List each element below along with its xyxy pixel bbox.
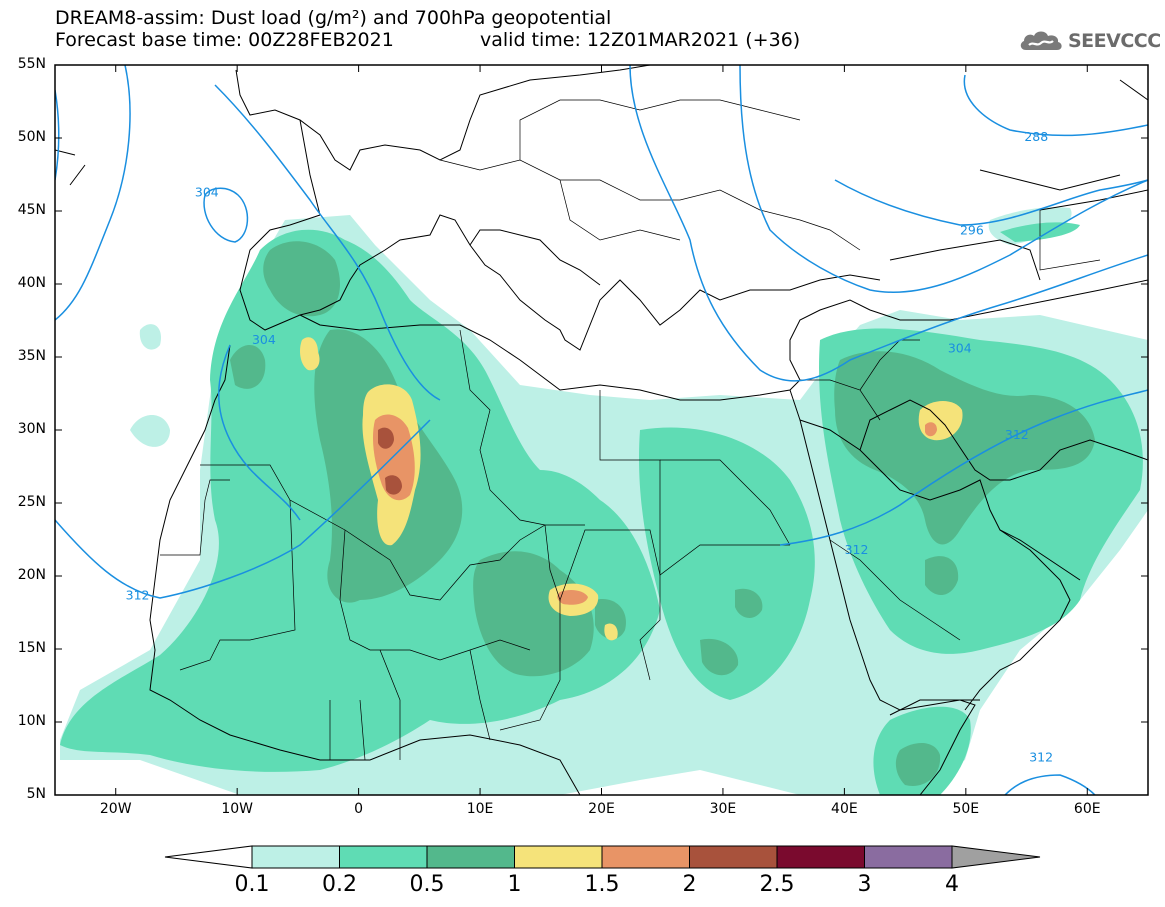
- lon-tick-label: 20W: [99, 801, 132, 817]
- valid-time: valid time: 12Z01MAR2021 (+36): [480, 29, 801, 51]
- dust-level-2: [378, 427, 402, 495]
- map-title: DREAM8-assim: Dust load (g/m²) and 700hP…: [55, 7, 612, 29]
- contour-label: 288: [1024, 129, 1048, 144]
- coastlines: [55, 65, 1148, 795]
- colorbar-high-arrow: [951, 845, 1041, 869]
- colorbar-swatch: [776, 845, 865, 869]
- lon-tick-label: 50E: [952, 801, 980, 817]
- contour-label: 312: [1005, 427, 1029, 442]
- colorbar: [164, 845, 1041, 869]
- lon-tick-label: 60E: [1073, 801, 1101, 817]
- lon-tick-label: 20E: [588, 801, 615, 817]
- lon-tick-label: 40E: [831, 801, 858, 817]
- colorbar-swatch: [514, 845, 603, 869]
- lat-tick-label: 15N: [17, 640, 46, 656]
- colorbar-label: 0.2: [322, 872, 357, 897]
- lat-tick-label: 55N: [17, 56, 46, 72]
- colorbar-swatch: [601, 845, 690, 869]
- colorbar-swatch: [426, 845, 515, 869]
- colorbar-low-arrow: [164, 845, 253, 869]
- contour-label: 312: [845, 542, 869, 557]
- lat-tick-label: 5N: [26, 786, 46, 802]
- lat-tick-label: 30N: [17, 421, 46, 437]
- lat-tick-label: 50N: [17, 129, 46, 145]
- colorbar-label: 1.5: [584, 872, 620, 897]
- contour-label: 304: [195, 185, 219, 200]
- lat-tick-label: 20N: [17, 567, 46, 583]
- colorbar-label: 2: [682, 872, 697, 897]
- contour-label: 312: [126, 587, 150, 602]
- colorbar-swatch: [689, 845, 778, 869]
- colorbar-label: 2.5: [759, 872, 795, 897]
- lat-tick-label: 10N: [17, 713, 46, 729]
- lat-tick-label: 45N: [17, 202, 46, 218]
- lon-tick-label: 30E: [709, 801, 737, 817]
- colorbar-swatch: [864, 845, 953, 869]
- lon-tick-label: 10E: [466, 801, 494, 817]
- colorbar-label: 4: [945, 872, 959, 897]
- seevccc-logo: SEEVCCC: [1018, 28, 1161, 54]
- colorbar-label: 1: [507, 872, 522, 897]
- contour-label: 304: [252, 332, 276, 347]
- colorbar-label: 3: [857, 872, 872, 897]
- dust-fields: [60, 207, 1148, 795]
- colorbar-swatch: [251, 845, 340, 869]
- country-borders: [160, 99, 1101, 761]
- logo-text: SEEVCCC: [1068, 30, 1161, 52]
- colorbar-label: 0.1: [234, 872, 270, 897]
- lat-tick-label: 40N: [17, 275, 46, 291]
- colorbar-swatch: [339, 845, 428, 869]
- forecast-base-time: Forecast base time: 00Z28FEB2021: [55, 29, 394, 51]
- geopotential-contours: [55, 65, 1148, 795]
- contour-labels: 304 304 312 312 312 304 296 288 312: [126, 129, 1053, 765]
- lon-tick-label: 0: [354, 801, 364, 817]
- contour-label: 296: [960, 222, 984, 237]
- contour-label: 312: [1029, 750, 1053, 765]
- colorbar-label: 0.5: [409, 872, 445, 897]
- cloud-logo-icon: [1020, 31, 1062, 50]
- axis-ticks: [55, 64, 1148, 796]
- lon-tick-label: 10W: [221, 801, 253, 817]
- lat-tick-label: 35N: [17, 348, 46, 364]
- lat-tick-label: 25N: [17, 494, 46, 510]
- contour-label: 304: [948, 341, 972, 356]
